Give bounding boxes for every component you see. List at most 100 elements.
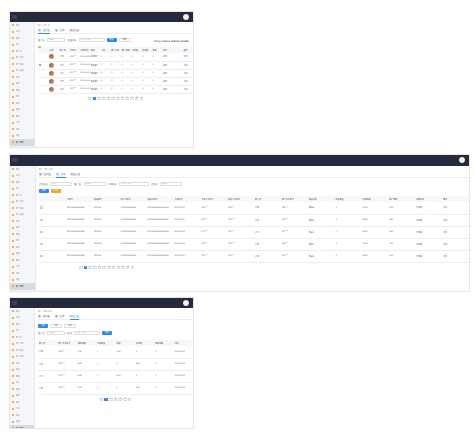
- sidebar-item[interactable]: 消息: [10, 270, 35, 277]
- page-button[interactable]: 8: [116, 265, 120, 270]
- page-button[interactable]: 10: [125, 265, 130, 270]
- tab[interactable]: 推广员列表: [39, 173, 51, 176]
- sidebar-item[interactable]: 系统: [10, 113, 34, 120]
- date-range-input[interactable]: 开始 - 结束: [74, 330, 101, 335]
- promoter-input[interactable]: 请输入: [47, 37, 66, 42]
- tab[interactable]: 佣金记录: [70, 173, 81, 176]
- page-button[interactable]: 10: [134, 96, 139, 101]
- sidebar-item[interactable]: 推广员: [10, 192, 35, 199]
- sidebar-item[interactable]: 用户: [10, 328, 34, 335]
- sidebar-item[interactable]: 订单: [10, 315, 34, 322]
- sidebar-item[interactable]: 推广设置: [10, 68, 34, 75]
- tab[interactable]: 佣金记录: [69, 29, 80, 32]
- date-range-input[interactable]: 开始 - 结束: [118, 181, 149, 186]
- table-cell[interactable]: 详情: [442, 250, 469, 263]
- sidebar-item[interactable]: 报表: [10, 386, 34, 393]
- sidebar-item[interactable]: 设置: [10, 133, 34, 140]
- sidebar-item[interactable]: 报表: [10, 244, 35, 251]
- sidebar-item[interactable]: 报表: [10, 100, 34, 107]
- page-button[interactable]: >: [130, 265, 135, 270]
- sidebar-item[interactable]: 统计: [10, 94, 34, 101]
- tab[interactable]: 推广订单: [54, 315, 65, 318]
- page-button[interactable]: >: [139, 96, 144, 101]
- sidebar-item[interactable]: 用户: [10, 42, 34, 49]
- sidebar-item[interactable]: 推广设置: [10, 354, 34, 361]
- page-button[interactable]: 7: [120, 96, 125, 101]
- page-button[interactable]: 1: [104, 397, 108, 402]
- sidebar-item[interactable]: 消息: [10, 126, 34, 133]
- user-avatar[interactable]: [459, 157, 465, 163]
- page-button[interactable]: 2: [88, 265, 92, 270]
- row-checkbox[interactable]: [40, 230, 43, 234]
- row-checkbox[interactable]: [40, 218, 43, 222]
- sidebar-item[interactable]: 数据: [10, 373, 34, 380]
- table-cell[interactable]: 详情: [182, 61, 193, 70]
- page-button[interactable]: 3: [113, 397, 118, 402]
- sidebar-item[interactable]: 推广管理: [10, 425, 34, 428]
- sidebar-item[interactable]: 商品: [10, 35, 34, 42]
- page-button[interactable]: 1: [83, 265, 88, 270]
- sidebar-item[interactable]: 推广商品: [10, 347, 34, 354]
- page-button[interactable]: 4: [97, 265, 102, 270]
- sidebar-item[interactable]: 订单: [10, 29, 34, 36]
- sidebar-item[interactable]: 推广员: [10, 48, 34, 55]
- sidebar-item[interactable]: 财务: [10, 218, 35, 225]
- promoter-input[interactable]: 请输入: [83, 181, 106, 186]
- sidebar-item[interactable]: 财务: [10, 74, 34, 81]
- sidebar-item[interactable]: 概览: [10, 308, 34, 315]
- row-checkbox[interactable]: [40, 206, 43, 209]
- sidebar-item[interactable]: 推广订单: [10, 55, 34, 62]
- filter-chip[interactable]: 今日: [50, 323, 63, 328]
- search-button[interactable]: 搜索: [39, 188, 50, 193]
- page-button[interactable]: >: [127, 397, 132, 402]
- tab[interactable]: 推广员列表: [38, 28, 50, 34]
- tab[interactable]: 推广订单: [54, 29, 65, 32]
- sidebar-item[interactable]: 日志: [10, 406, 34, 413]
- sidebar-item[interactable]: 统计: [10, 238, 35, 245]
- sidebar-item[interactable]: 推广管理: [10, 139, 34, 146]
- page-button[interactable]: 5: [123, 397, 127, 402]
- page-button[interactable]: 2: [109, 397, 113, 402]
- page-button[interactable]: 6: [107, 265, 111, 270]
- table-cell[interactable]: 详情: [182, 69, 193, 78]
- sidebar-item[interactable]: 推广设置: [10, 212, 35, 219]
- sidebar-item[interactable]: 概览: [10, 166, 35, 173]
- page-button[interactable]: <: [99, 397, 104, 402]
- page-button[interactable]: 3: [93, 265, 97, 270]
- sidebar-item[interactable]: 系统: [10, 399, 34, 406]
- table-cell[interactable]: 详情: [442, 226, 469, 239]
- tab[interactable]: 佣金记录: [69, 314, 80, 320]
- sidebar-item[interactable]: 订单: [10, 173, 35, 180]
- order-status-select[interactable]: 全部: [50, 181, 73, 186]
- sidebar-item[interactable]: 设置: [10, 277, 35, 284]
- table-cell[interactable]: 详情: [182, 53, 193, 62]
- sidebar-item[interactable]: 商品: [10, 321, 34, 328]
- user-avatar[interactable]: [183, 14, 189, 20]
- reset-button[interactable]: 重置: [118, 37, 131, 42]
- row-checkbox[interactable]: [40, 254, 43, 258]
- page-button[interactable]: 2: [97, 96, 101, 101]
- sidebar-item[interactable]: 权限: [10, 393, 34, 400]
- order-no-input[interactable]: 请输入: [160, 181, 183, 186]
- tab[interactable]: 推广订单: [55, 172, 66, 178]
- table-cell[interactable]: 详情: [442, 214, 469, 227]
- table-cell[interactable]: 详情: [442, 238, 469, 251]
- sidebar-item[interactable]: 推广订单: [10, 341, 34, 348]
- sidebar-item[interactable]: 财务: [10, 360, 34, 367]
- page-button[interactable]: 9: [130, 96, 134, 101]
- date-range-input[interactable]: 开始 - 结束: [78, 37, 105, 42]
- sidebar-item[interactable]: 日志: [10, 264, 35, 271]
- sidebar-item[interactable]: 系统: [10, 257, 35, 264]
- sidebar-item[interactable]: 推广员: [10, 334, 34, 341]
- table-cell[interactable]: 详情: [442, 202, 469, 215]
- table-cell[interactable]: 详情: [182, 77, 193, 86]
- sidebar-item[interactable]: 数据: [10, 231, 35, 238]
- sidebar-item[interactable]: 推广商品: [10, 61, 34, 68]
- sidebar-item[interactable]: 权限: [10, 107, 34, 114]
- page-button[interactable]: 4: [106, 96, 111, 101]
- sidebar-item[interactable]: 用户: [10, 186, 35, 193]
- page-button[interactable]: 9: [121, 265, 125, 270]
- row-checkbox[interactable]: [40, 242, 43, 246]
- sidebar-item[interactable]: 消息: [10, 412, 34, 419]
- page-button[interactable]: 5: [102, 265, 106, 270]
